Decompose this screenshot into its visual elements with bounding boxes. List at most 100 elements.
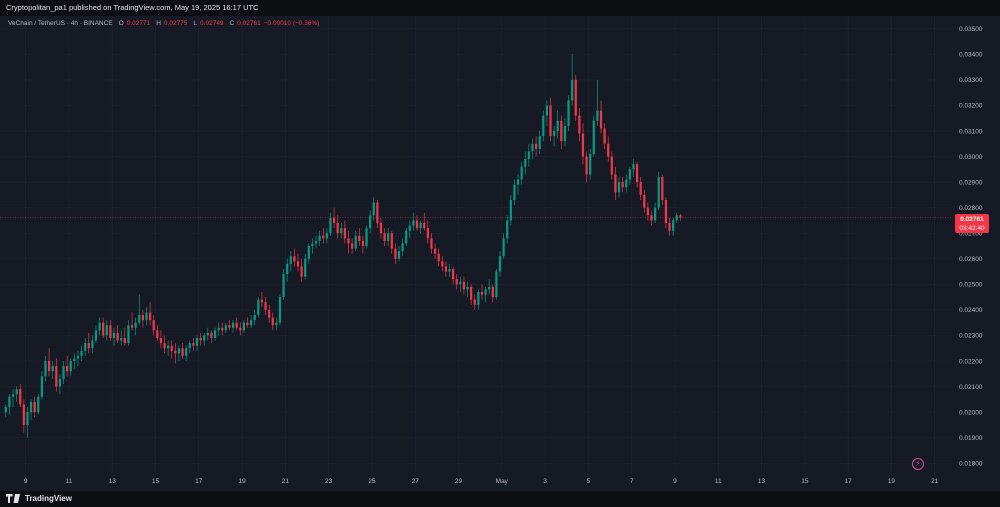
price-tick-label: 0.02400 [959,307,983,314]
candle [112,327,116,346]
candle [105,320,108,341]
candle [542,110,545,142]
candle-body [228,325,231,328]
candle [15,386,18,402]
grid [0,16,952,476]
candle-body [134,322,137,328]
candle-body [217,327,220,331]
candle [282,269,285,300]
candle-body [650,215,653,221]
candle [437,248,440,267]
candle-body [8,396,11,407]
candle-body [275,322,278,326]
candle [444,261,448,277]
lightning-alert-icon[interactable]: ⚡ [912,458,924,470]
candle-body [19,389,22,405]
price-tick-label: 0.02800 [959,205,983,212]
candle [538,131,541,154]
tradingview-logo-icon [6,494,20,503]
candle-body [664,200,668,223]
price-tick-label: 0.02600 [959,256,983,263]
candle-body [347,238,350,244]
candle [625,174,628,193]
candle-body [390,233,393,249]
candle-body [585,156,588,175]
candle-body [33,401,36,413]
low-value: 0.02749 [200,20,224,27]
time-axis[interactable]: 9 11 13 15 17 19 21 23 25 27 29 May 3 5 7 9 11 13 15 17 19 21 [24,478,939,485]
candle [210,330,213,344]
candle [350,238,354,254]
symbol-title[interactable]: VeChain / TetherUS · 4h · BINANCE [8,20,113,27]
candle-body [329,217,332,234]
candle-body [657,177,660,208]
candlestick-chart[interactable]: 0.01800 0.01900 0.02000 0.02100 0.02200 0.023… [0,16,1000,491]
candle [394,243,397,264]
candle [91,335,94,354]
candle [109,320,112,341]
candle-body [322,235,325,239]
candle [527,143,530,167]
candle [675,212,678,223]
time-tick-label: 5 [587,478,591,485]
candle-body [282,274,285,298]
candle [632,159,635,177]
candle-body [668,223,671,231]
candle [516,174,520,195]
candle [138,294,141,326]
candle [47,348,51,377]
candle-body [451,269,455,280]
time-tick-label: 15 [801,478,809,485]
candle [76,350,80,367]
candle-body [286,263,289,275]
price-axis[interactable]: 0.01800 0.01900 0.02000 0.02100 0.02200 0.023… [959,26,983,467]
candle-body [91,340,94,349]
price-tick-label: 0.02700 [959,231,983,238]
candle-body [531,143,534,152]
candle [603,123,606,149]
time-tick-label: 15 [152,478,160,485]
candle [66,355,69,377]
candle [300,258,303,282]
candle [441,256,444,272]
candle [455,274,458,290]
candle-body [516,179,520,185]
candle-body [336,223,339,234]
candle-body [603,128,606,144]
candle-body [437,253,440,262]
time-tick-label: May [496,478,509,485]
candle [358,228,361,246]
candle [614,166,617,200]
candle [679,214,682,221]
candle-body [643,194,646,208]
candle-body [430,238,433,249]
candle-body [661,177,664,200]
candle-body [646,207,650,216]
candle [221,322,224,336]
candle-body [69,361,72,372]
candle [322,228,325,244]
bar-countdown: 03:42:40 [959,225,985,232]
candle [650,210,653,226]
candle [581,123,585,165]
candles [4,54,682,438]
candle-body [224,325,227,331]
candle-body [141,315,144,321]
price-tick-label: 0.02300 [959,333,983,340]
tradingview-logo[interactable]: TradingView [6,494,72,503]
candle-body [231,322,235,328]
candle [628,166,631,185]
candle-body [152,320,155,331]
open-label: O [118,20,124,27]
candle-body [332,217,336,223]
candle-body [679,215,682,218]
time-tick-label: 9 [24,478,28,485]
candle [29,399,33,420]
chart-area[interactable]: 0.01800 0.01900 0.02000 0.02100 0.02200 0.023… [0,16,1000,491]
candle [361,235,365,254]
candle [412,212,415,231]
candle-body [581,133,585,157]
candle [531,138,534,160]
price-tick-label: 0.02500 [959,282,983,289]
candle-body [145,312,148,321]
